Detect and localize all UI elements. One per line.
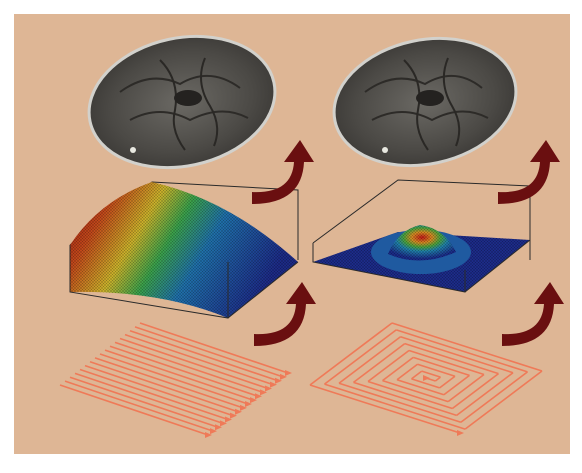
brain-slice-right xyxy=(332,36,518,168)
curved-arrow-up-icon xyxy=(254,282,316,346)
curved-arrow-up-icon xyxy=(498,140,560,204)
kspace-ramp-surface xyxy=(69,181,299,319)
kspace-peak-surface xyxy=(312,179,531,293)
spiral-trajectory xyxy=(309,322,543,436)
curved-arrow-up-icon xyxy=(502,282,564,346)
cartesian-trajectory xyxy=(59,322,292,438)
brain-slice-left xyxy=(87,34,277,170)
curved-arrow-up-icon xyxy=(252,140,314,204)
